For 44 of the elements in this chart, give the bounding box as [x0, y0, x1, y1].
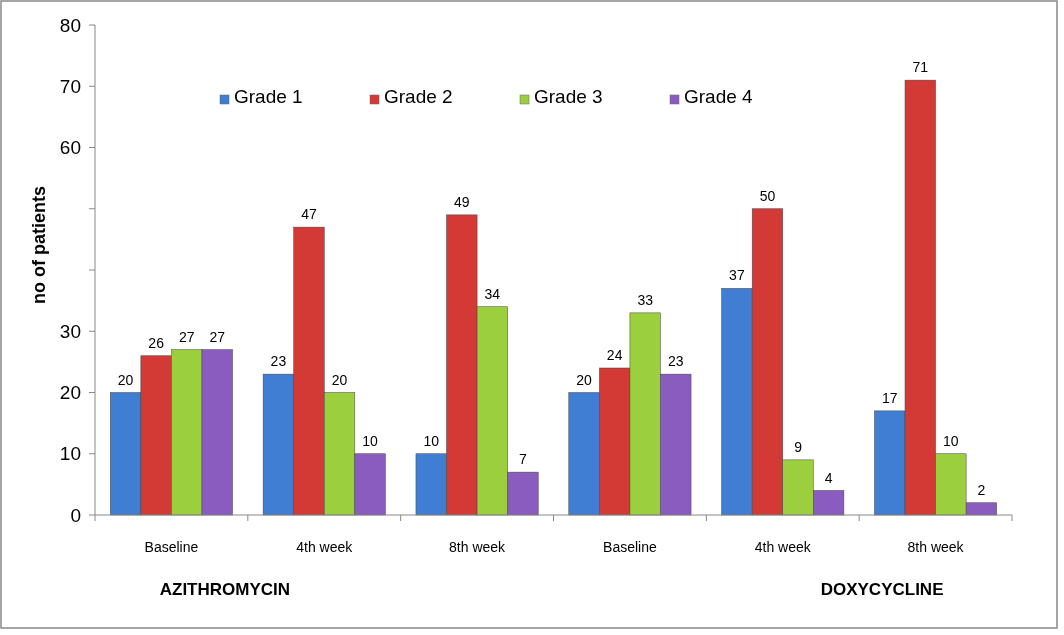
data-label: 27 — [178, 328, 195, 345]
data-label: 20 — [576, 371, 593, 388]
data-label: 34 — [484, 285, 501, 302]
data-label: 49 — [454, 193, 470, 210]
data-label: 9 — [794, 438, 803, 455]
data-label: 7 — [519, 451, 528, 468]
legend-label: Grade 2 — [384, 86, 453, 107]
data-label: 10 — [943, 432, 959, 449]
text: AZITHROMYCIN — [159, 580, 291, 599]
data-label: 71 — [912, 59, 929, 76]
legend-label: Grade 4 — [684, 86, 754, 107]
legend-label: Grade 1 — [234, 86, 303, 107]
data-label: 20 — [331, 371, 348, 388]
data-label: 33 — [637, 291, 654, 308]
x-tick-label: 4th week — [296, 539, 354, 555]
y-tick-label: 20 — [59, 382, 81, 404]
x-tick-label: 8th week — [907, 539, 965, 555]
y-axis-title: no of patients — [29, 186, 49, 304]
x-tick-label: Baseline — [144, 539, 199, 555]
data-label: 26 — [148, 334, 165, 351]
data-label: 24 — [606, 347, 623, 363]
x-tick-label: Baseline — [603, 539, 657, 555]
data-label: 2 — [977, 481, 986, 498]
data-label: 50 — [759, 187, 776, 204]
x-tick-label: 8th week — [449, 539, 507, 555]
y-tick-label: 30 — [59, 320, 81, 342]
y-tick-label: 70 — [59, 75, 81, 97]
data-label: 20 — [117, 371, 134, 388]
data-label: 10 — [362, 432, 379, 449]
legend-label: Grade 3 — [534, 86, 603, 107]
data-label: 10 — [423, 432, 440, 449]
y-tick-label: 10 — [59, 443, 81, 465]
text: DOXYCYCLINE — [820, 580, 944, 599]
y-tick-label: 0 — [70, 504, 81, 526]
data-label: 37 — [729, 267, 745, 284]
data-label: 23 — [667, 353, 684, 370]
x-tick-label: 4th week — [754, 539, 812, 555]
data-label: 23 — [270, 353, 287, 370]
y-tick-label: 80 — [59, 14, 81, 36]
data-label: 27 — [209, 328, 226, 345]
y-tick-label: 60 — [59, 137, 81, 159]
data-label: 4 — [824, 469, 833, 486]
data-label: 17 — [881, 389, 898, 406]
data-label: 47 — [301, 206, 317, 223]
